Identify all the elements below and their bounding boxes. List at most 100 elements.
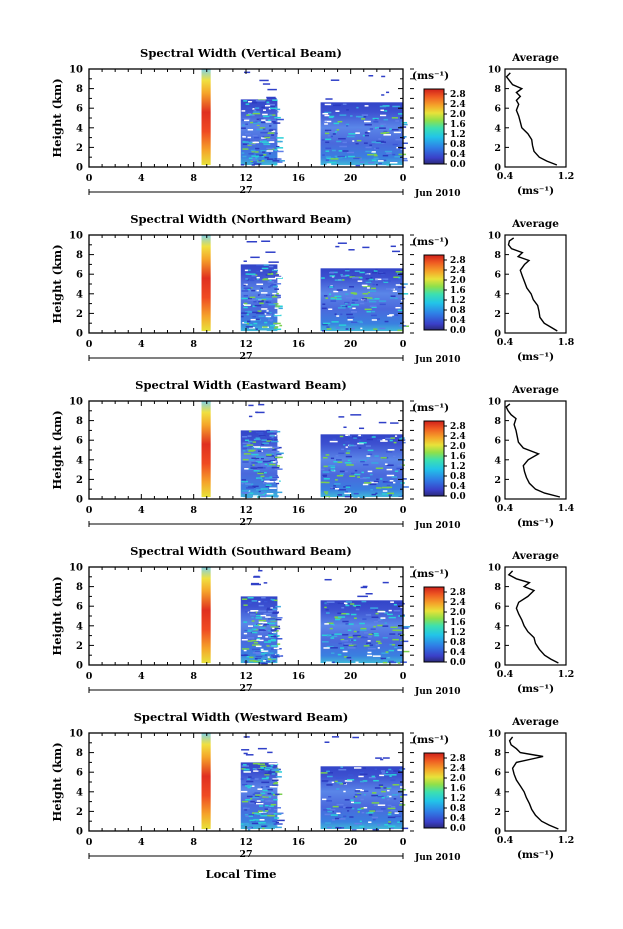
data-cell <box>395 138 403 141</box>
data-cell <box>345 293 349 295</box>
data-cell <box>272 160 280 162</box>
data-cell <box>337 155 345 158</box>
data-cell <box>255 461 263 463</box>
data-cell <box>375 643 380 646</box>
data-cell <box>263 623 270 626</box>
data-cell <box>263 768 270 771</box>
data-cell <box>346 151 355 154</box>
data-cell <box>322 323 328 326</box>
data-cell <box>260 627 266 630</box>
data-cell <box>268 812 274 814</box>
data-cell <box>252 134 258 137</box>
data-cell <box>397 633 402 635</box>
data-cell <box>246 487 254 489</box>
data-cell <box>373 779 379 782</box>
data-cell <box>353 437 359 439</box>
data-cell <box>352 277 359 279</box>
data-cell <box>359 459 367 462</box>
data-cell <box>388 825 396 828</box>
data-cell <box>351 275 356 277</box>
data-cell <box>264 105 271 107</box>
data-cell <box>253 575 260 578</box>
data-cell <box>255 298 263 300</box>
data-cell <box>276 292 279 295</box>
data-cell <box>348 249 355 251</box>
data-cell <box>262 278 269 281</box>
data-cell <box>355 164 360 167</box>
average-title: Average <box>511 716 559 728</box>
colorbar <box>423 88 445 165</box>
data-cell <box>390 295 396 297</box>
data-cell <box>383 281 389 283</box>
data-cell <box>243 303 246 306</box>
data-cell <box>401 640 409 643</box>
data-cell <box>257 310 262 312</box>
data-cell <box>401 142 408 145</box>
data-cell <box>269 460 276 462</box>
data-cell <box>333 290 339 293</box>
data-cell <box>380 770 385 772</box>
data-cell <box>388 822 392 825</box>
data-cell <box>330 469 335 471</box>
y-tick-label: 10 <box>69 729 83 740</box>
data-cell <box>344 495 353 498</box>
data-cell <box>358 439 361 442</box>
data-cell <box>269 435 275 437</box>
data-cell <box>261 106 265 109</box>
colorbar-tick-label: 1.2 <box>450 296 466 306</box>
data-cell <box>256 802 264 805</box>
data-cell <box>326 646 334 648</box>
average-y-tick-label: 6 <box>494 768 501 779</box>
data-cell <box>258 300 264 303</box>
data-cell <box>253 495 259 497</box>
y-tick-label: 0 <box>76 329 83 340</box>
data-cell <box>364 297 372 299</box>
data-cell <box>273 272 276 275</box>
data-cell <box>332 438 337 441</box>
data-cell <box>267 281 274 283</box>
data-cell <box>367 647 376 650</box>
data-cell <box>257 768 265 771</box>
data-cell <box>335 455 339 457</box>
data-cell <box>323 478 330 480</box>
data-cell <box>386 796 390 798</box>
data-cell <box>260 799 264 801</box>
x-tick-label: 0 <box>86 173 93 184</box>
data-cell <box>243 306 248 309</box>
data-cell <box>390 626 398 629</box>
data-cell <box>362 585 368 588</box>
data-cell <box>344 643 353 645</box>
data-cell <box>267 656 270 658</box>
data-cell <box>256 264 264 267</box>
y-axis-label: Height (km) <box>50 576 64 655</box>
data-cell <box>276 147 284 149</box>
data-cell <box>256 276 260 279</box>
y-tick-label: 8 <box>76 250 83 261</box>
data-cell <box>258 118 262 121</box>
data-cell <box>277 458 282 461</box>
data-cell <box>360 627 367 630</box>
data-cell <box>247 435 252 437</box>
data-cell <box>345 434 350 436</box>
data-cell <box>275 605 281 608</box>
data-cell <box>330 487 337 490</box>
data-cell <box>381 790 386 793</box>
data-cell <box>343 656 348 658</box>
data-cell <box>274 599 278 602</box>
data-cell <box>264 446 273 449</box>
data-cell <box>399 801 408 804</box>
data-cell <box>248 440 253 443</box>
data-cell <box>275 108 281 111</box>
data-cell <box>343 426 347 429</box>
data-cell <box>346 464 354 466</box>
data-cell <box>258 629 266 631</box>
data-cell <box>401 159 408 162</box>
data-cell <box>251 446 255 449</box>
data-cell <box>260 446 266 449</box>
data-cell <box>242 124 245 127</box>
data-cell <box>325 612 330 614</box>
data-cell <box>359 622 365 625</box>
data-cell <box>267 607 272 610</box>
data-cell <box>274 116 281 119</box>
data-cell <box>325 147 332 149</box>
